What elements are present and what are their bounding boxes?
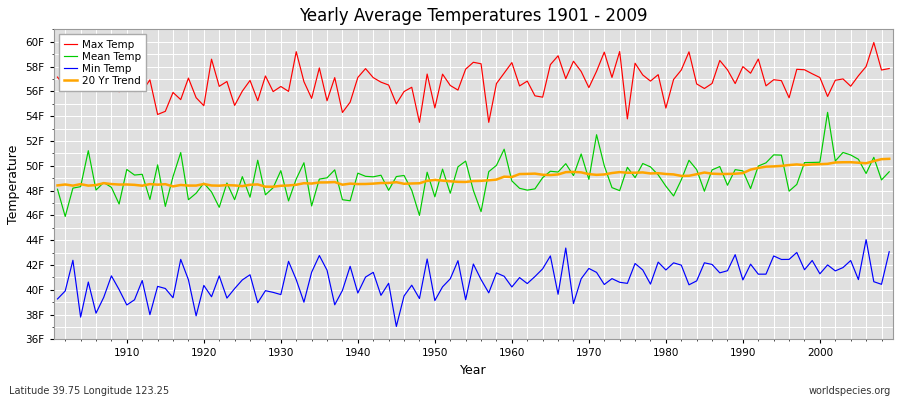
20 Yr Trend: [607, 171, 617, 176]
Text: Latitude 39.75 Longitude 123.25: Latitude 39.75 Longitude 123.25: [9, 386, 169, 396]
Mean Temp: [291, 177, 302, 182]
Max Temp: [113, 89, 124, 94]
Max Temp: [284, 89, 294, 94]
Line: Min Temp: Min Temp: [58, 240, 889, 326]
Min Temp: [607, 276, 617, 281]
Max Temp: [607, 75, 617, 80]
Line: Max Temp: Max Temp: [58, 42, 889, 122]
20 Yr Trend: [337, 182, 347, 187]
Line: Mean Temp: Mean Temp: [58, 112, 889, 216]
20 Yr Trend: [267, 184, 278, 189]
Line: 20 Yr Trend: 20 Yr Trend: [58, 159, 889, 187]
Max Temp: [868, 40, 879, 45]
Mean Temp: [884, 169, 895, 174]
Legend: Max Temp, Mean Temp, Min Temp, 20 Yr Trend: Max Temp, Mean Temp, Min Temp, 20 Yr Tre…: [58, 34, 146, 91]
Max Temp: [507, 60, 517, 65]
20 Yr Trend: [507, 175, 517, 180]
20 Yr Trend: [291, 182, 302, 187]
Y-axis label: Temperature: Temperature: [7, 145, 20, 224]
Max Temp: [884, 66, 895, 71]
Mean Temp: [514, 186, 525, 191]
Mean Temp: [823, 110, 833, 115]
Title: Yearly Average Temperatures 1901 - 2009: Yearly Average Temperatures 1901 - 2009: [299, 7, 648, 25]
Text: worldspecies.org: worldspecies.org: [809, 386, 891, 396]
Min Temp: [329, 302, 340, 307]
20 Yr Trend: [884, 156, 895, 161]
Min Temp: [884, 249, 895, 254]
Mean Temp: [59, 214, 70, 219]
Max Temp: [329, 75, 340, 80]
Min Temp: [113, 287, 124, 292]
Min Temp: [860, 237, 871, 242]
Min Temp: [391, 324, 401, 329]
Min Temp: [52, 296, 63, 301]
Max Temp: [52, 75, 63, 80]
Min Temp: [507, 284, 517, 289]
Mean Temp: [607, 185, 617, 190]
Max Temp: [414, 120, 425, 125]
Mean Temp: [337, 197, 347, 202]
Min Temp: [514, 275, 525, 280]
X-axis label: Year: Year: [460, 364, 487, 377]
20 Yr Trend: [52, 183, 63, 188]
20 Yr Trend: [113, 182, 124, 187]
20 Yr Trend: [514, 172, 525, 176]
Mean Temp: [52, 187, 63, 192]
Max Temp: [514, 84, 525, 88]
Mean Temp: [507, 178, 517, 183]
Mean Temp: [122, 167, 132, 172]
Min Temp: [284, 259, 294, 264]
